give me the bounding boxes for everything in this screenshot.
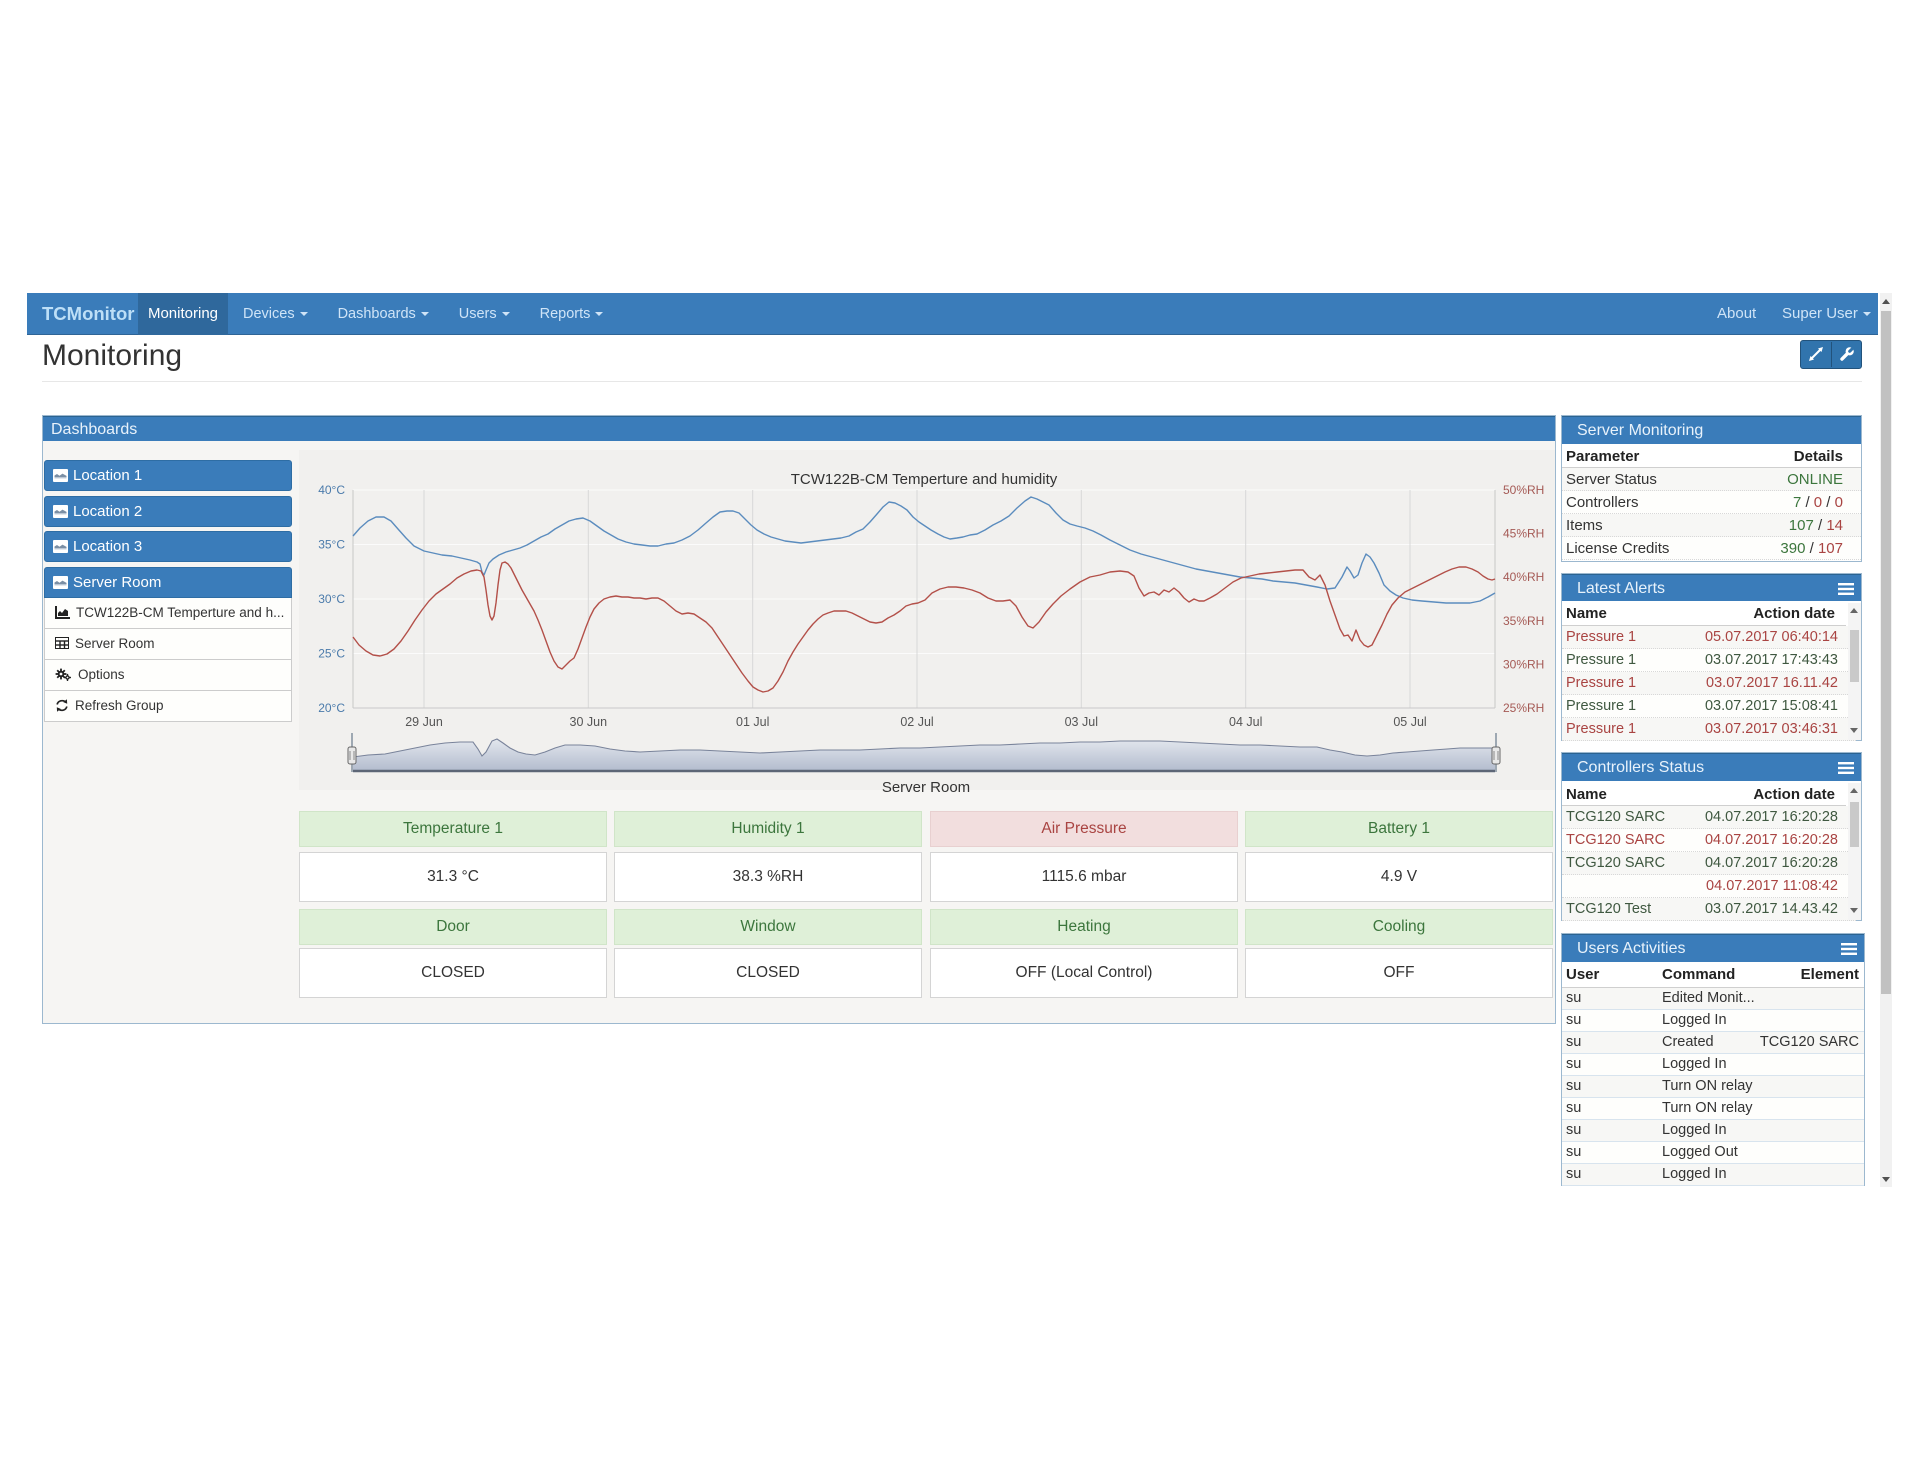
svg-text:05 Jul: 05 Jul [1393, 715, 1426, 729]
svg-text:30 Jun: 30 Jun [570, 715, 608, 729]
svg-text:30°C: 30°C [318, 592, 345, 606]
svg-text:20°C: 20°C [318, 701, 345, 715]
svg-text:40°C: 40°C [318, 483, 345, 497]
svg-text:35°C: 35°C [318, 538, 345, 552]
svg-text:03 Jul: 03 Jul [1065, 715, 1098, 729]
svg-text:30%RH: 30%RH [1503, 657, 1544, 671]
svg-text:25°C: 25°C [318, 647, 345, 661]
svg-text:35%RH: 35%RH [1503, 614, 1544, 628]
svg-text:50%RH: 50%RH [1503, 483, 1544, 497]
svg-text:45%RH: 45%RH [1503, 527, 1544, 541]
svg-text:02 Jul: 02 Jul [900, 715, 933, 729]
svg-text:TCW122B-CM Temperture and humi: TCW122B-CM Temperture and humidity [791, 471, 1058, 488]
svg-text:29 Jun: 29 Jun [405, 715, 443, 729]
svg-text:01 Jul: 01 Jul [736, 715, 769, 729]
svg-text:25%RH: 25%RH [1503, 701, 1544, 715]
svg-text:40%RH: 40%RH [1503, 570, 1544, 584]
svg-text:04 Jul: 04 Jul [1229, 715, 1262, 729]
